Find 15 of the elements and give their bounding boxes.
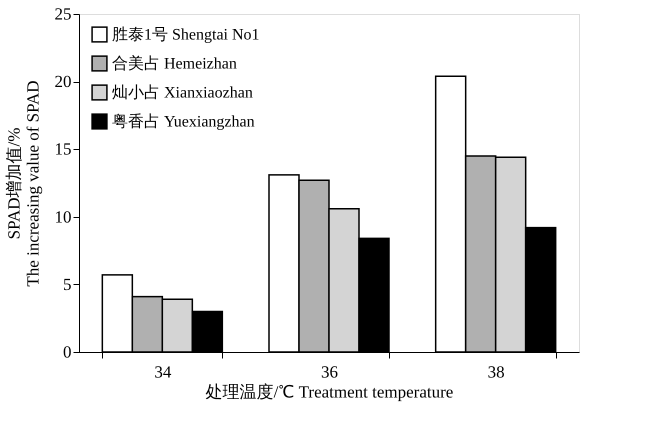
legend-label: 灿小占 Xianxiaozhan (112, 84, 253, 102)
y-tick-label: 5 (63, 274, 72, 294)
x-axis-title: 处理温度/℃ Treatment temperature (206, 382, 454, 402)
y-tick-label: 10 (54, 207, 72, 226)
x-tick-label: 34 (154, 362, 172, 382)
y-tick-label: 15 (54, 140, 72, 159)
x-tick-label: 36 (321, 362, 338, 382)
y-axis-title: SPAD增加值/% The increasing value of SPAD (4, 80, 42, 287)
x-tick-label: 38 (488, 362, 505, 382)
y-tick-label: 0 (63, 342, 72, 362)
y-tick-label: 20 (54, 72, 72, 92)
legend-label: 胜泰1号 Shengtai No1 (112, 26, 260, 44)
legend-label: 合美占 Hemeizhan (112, 54, 237, 72)
legend-label: 粤香占 Yuexiangzhan (112, 112, 255, 130)
y-tick-label: 25 (54, 4, 72, 24)
